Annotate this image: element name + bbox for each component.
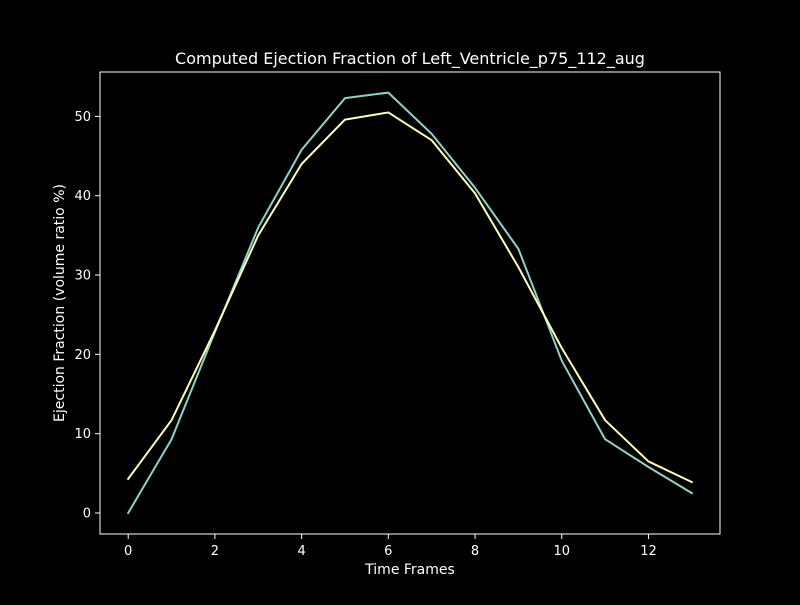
x-axis-label: Time Frames — [364, 562, 455, 578]
y-tick-label: 10 — [74, 427, 91, 442]
x-tick-label: 8 — [471, 544, 479, 559]
y-axis-ticks: 0 10 20 30 40 50 — [74, 110, 100, 521]
x-tick-label: 12 — [640, 544, 657, 559]
x-tick-label: 2 — [211, 544, 219, 559]
y-tick-label: 20 — [74, 348, 91, 363]
chart-title: Computed Ejection Fraction of Left_Ventr… — [175, 49, 645, 69]
series-layer — [126, 91, 694, 515]
y-tick-label: 30 — [74, 269, 91, 284]
x-tick-label: 4 — [297, 544, 305, 559]
y-tick-label: 50 — [74, 110, 91, 125]
y-tick-label: 40 — [74, 189, 91, 204]
series-line-2 — [126, 111, 694, 484]
y-tick-label: 0 — [83, 506, 91, 521]
x-tick-label: 6 — [384, 544, 392, 559]
plot-frame — [99, 71, 721, 535]
x-tick-label: 0 — [124, 544, 132, 559]
y-axis-label: Ejection Fraction (volume ratio %) — [52, 184, 68, 422]
x-tick-label: 10 — [553, 544, 570, 559]
x-axis-ticks: 0 2 4 6 8 10 12 — [124, 534, 657, 559]
